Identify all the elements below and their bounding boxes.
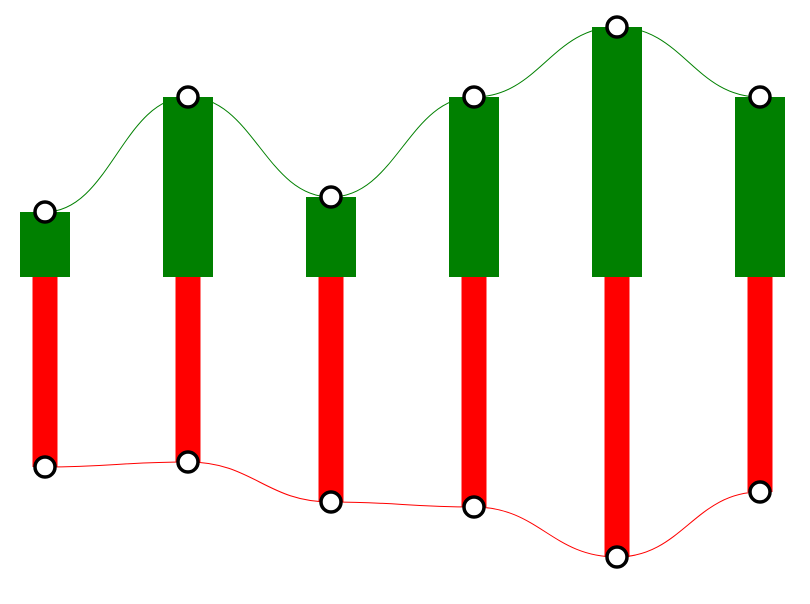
series-2-bar-2	[175, 277, 201, 462]
series-2-bar-6	[747, 277, 773, 492]
series-1-line	[44, 26, 761, 213]
series-2-point-3	[319, 490, 343, 514]
series-2-bar-4	[461, 277, 487, 507]
series-2-bar-1	[32, 277, 58, 467]
series-1-point-4	[462, 85, 486, 109]
series-1-point-1	[33, 200, 57, 224]
bars-layer	[20, 27, 785, 557]
series-2-point-5	[605, 545, 629, 569]
series-2-point-6	[748, 480, 772, 504]
series-2-line	[44, 461, 761, 558]
lines-layer	[44, 26, 761, 558]
series-1-point-2	[176, 85, 200, 109]
series-1-point-6	[748, 85, 772, 109]
series-1-bar-5	[592, 27, 642, 277]
series-1-bar-2	[163, 97, 213, 277]
series-2-point-1	[33, 455, 57, 479]
series-2-point-4	[462, 495, 486, 519]
series-2-point-2	[176, 450, 200, 474]
series-1-point-5	[605, 15, 629, 39]
series-1-bar-3	[306, 197, 356, 277]
series-1-point-3	[319, 185, 343, 209]
series-1-bar-6	[735, 97, 785, 277]
series-2-bar-3	[318, 277, 344, 502]
markers-layer	[33, 15, 772, 569]
series-1-bar-4	[449, 97, 499, 277]
series-2-bar-5	[604, 277, 630, 557]
